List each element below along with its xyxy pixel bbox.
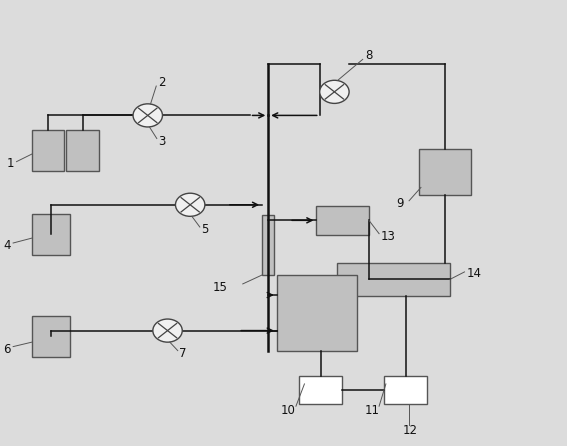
Text: 6: 6 (3, 343, 11, 356)
Text: 4: 4 (3, 239, 11, 252)
Text: 14: 14 (466, 267, 481, 280)
Text: 8: 8 (365, 50, 373, 62)
Bar (419, 149, 471, 195)
Text: 10: 10 (281, 404, 295, 417)
Bar (66, 130, 99, 170)
Text: 3: 3 (159, 135, 166, 148)
Bar (262, 215, 274, 275)
Text: 7: 7 (179, 347, 187, 360)
Circle shape (175, 193, 205, 216)
Circle shape (153, 319, 182, 342)
Text: 11: 11 (364, 404, 379, 417)
Bar (277, 275, 357, 351)
Circle shape (133, 104, 163, 127)
Text: 2: 2 (158, 76, 166, 89)
Bar (337, 263, 450, 296)
Bar (299, 376, 342, 404)
Text: 13: 13 (381, 230, 396, 243)
Text: 15: 15 (213, 281, 228, 293)
Bar (384, 376, 427, 404)
Text: 1: 1 (6, 157, 14, 170)
Text: 12: 12 (403, 424, 418, 437)
Bar (316, 206, 369, 235)
Text: 5: 5 (201, 223, 209, 236)
Bar (32, 214, 70, 255)
Circle shape (320, 80, 349, 103)
Bar (32, 316, 70, 357)
Bar (32, 130, 64, 170)
Text: 9: 9 (397, 198, 404, 211)
